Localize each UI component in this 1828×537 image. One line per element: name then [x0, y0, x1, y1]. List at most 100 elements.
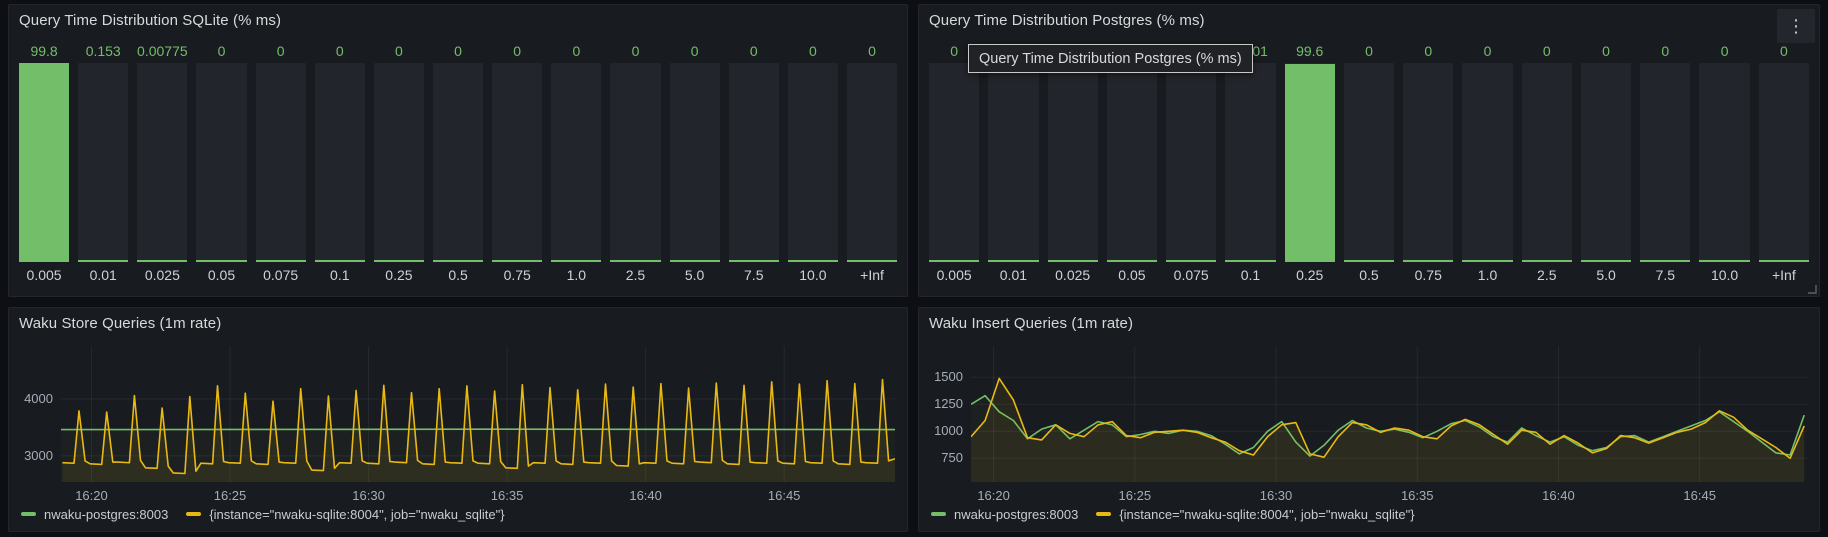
bar-fill	[551, 260, 602, 262]
bucket-label: 0.5	[1359, 267, 1379, 283]
bar-fill	[669, 260, 720, 262]
panel-title[interactable]: Query Time Distribution SQLite (% ms)	[19, 11, 282, 29]
bucket-label: 0.25	[385, 267, 413, 283]
bar-track	[19, 63, 70, 262]
legend-item[interactable]: nwaku-postgres:8003	[931, 507, 1078, 522]
bar-track	[1462, 63, 1513, 262]
x-axis-tick-label: 16:45	[1683, 488, 1716, 503]
histogram-column-5.0: 0 5.0	[1580, 39, 1632, 288]
bucket-label: 0.005	[936, 267, 972, 283]
panel-waku-insert-queries: Waku Insert Queries (1m rate) 750 1000 125…	[918, 307, 1820, 532]
bar-fill	[492, 260, 543, 262]
bar-fill	[373, 260, 424, 262]
panel-title[interactable]: Waku Store Queries (1m rate)	[19, 314, 222, 332]
bucket-label: 1.0	[566, 267, 587, 283]
panel-query-time-sqlite: Query Time Distribution SQLite (% ms) 99…	[8, 4, 908, 297]
histogram-column-0.75: 0 0.75	[492, 39, 543, 288]
bucket-label: +Inf	[1771, 267, 1796, 283]
bar-fill	[1640, 260, 1691, 262]
histogram-column-+Inf: 0 +Inf	[1758, 39, 1809, 288]
x-axis-tick-label: 16:45	[767, 488, 801, 503]
panel-header: Waku Insert Queries (1m rate)	[919, 308, 1819, 338]
kebab-menu-icon: ⋮	[1787, 16, 1805, 36]
bar-fill	[314, 260, 365, 262]
y-axis-tick-label: 750	[941, 450, 963, 466]
histogram-column-7.5: 0 7.5	[1640, 39, 1691, 288]
bar-track	[1521, 63, 1572, 262]
bar-value-label: 0	[395, 43, 403, 59]
panel-header: Query Time Distribution SQLite (% ms)	[9, 5, 907, 35]
panel-title[interactable]: Waku Insert Queries (1m rate)	[929, 314, 1134, 332]
bar-fill	[929, 260, 980, 262]
bar-value-label: 99.8	[30, 43, 58, 59]
x-axis-tick-label: 16:25	[1118, 488, 1152, 503]
bar-track	[1403, 63, 1454, 262]
panel-menu-button[interactable]: ⋮	[1777, 9, 1815, 43]
timeseries-plot[interactable]	[971, 346, 1807, 482]
bar-track	[728, 63, 779, 262]
bar-value-label: 0	[1424, 43, 1433, 59]
bar-track	[610, 63, 661, 262]
panel-header: Waku Store Queries (1m rate)	[9, 308, 907, 338]
histogram-column-0.1: 0.4010.1	[1225, 39, 1276, 288]
histogram-column-0.5: 0 0.5	[1343, 39, 1395, 288]
legend-item[interactable]: {instance="nwaku-sqlite:8004", job="nwak…	[186, 507, 505, 522]
bar-fill	[1047, 260, 1098, 262]
resize-handle-icon[interactable]	[1807, 284, 1817, 294]
histogram-column-0.05: 00.05	[1106, 39, 1158, 288]
legend: nwaku-postgres:8003 {instance="nwaku-sqli…	[931, 502, 1811, 526]
bar-fill	[1106, 260, 1158, 262]
bar-fill	[1462, 260, 1513, 262]
bar-value-label: 0	[217, 43, 226, 59]
bucket-label: 0.75	[1414, 267, 1442, 283]
bar-track	[1758, 63, 1809, 262]
bucket-label: 0.025	[144, 267, 180, 283]
bar-value-label: 0.153	[85, 43, 121, 59]
bucket-label: 0.1	[330, 267, 350, 283]
bar-value-label: 0	[749, 43, 758, 59]
panel-title[interactable]: Query Time Distribution Postgres (% ms)	[929, 11, 1205, 29]
panel-waku-store-queries: Waku Store Queries (1m rate) 3000 4000 16:…	[8, 307, 908, 532]
series-line	[62, 378, 895, 475]
legend-series-swatch	[931, 512, 946, 516]
bucket-label: 0.075	[263, 267, 299, 283]
legend-series-swatch	[186, 512, 202, 516]
bar-fill	[1284, 63, 1335, 262]
legend-item[interactable]: nwaku-postgres:8003	[21, 507, 168, 522]
histogram-column-0.025: 0.00775 0.025	[137, 39, 188, 288]
bar-value-label: 0	[631, 43, 640, 59]
bucket-label: 7.5	[744, 267, 764, 283]
bar-track	[1047, 63, 1098, 262]
histogram-column-10.0: 0 10.0	[787, 39, 838, 288]
bar-fill	[1225, 260, 1276, 262]
legend-item[interactable]: {instance="nwaku-sqlite:8004", job="nwak…	[1096, 507, 1415, 522]
bar-value-label: 0	[335, 43, 344, 59]
histogram-column-0.075: 00.075	[1166, 39, 1217, 288]
bucket-label: 0.01	[89, 267, 117, 283]
x-axis-tick-label: 16:30	[352, 488, 385, 503]
bar-track	[255, 63, 306, 262]
bar-fill	[728, 260, 779, 262]
bar-value-label: 0	[454, 43, 462, 59]
y-axis-tick-label: 3000	[24, 447, 53, 463]
bar-gauge-sqlite: 99.8 0.005 0.153 0.01 0.00775 0.025 0 0.05 0 0.07…	[17, 39, 899, 288]
timeseries-plot[interactable]	[61, 346, 895, 482]
bar-track	[492, 63, 543, 262]
bar-value-label: 0.00775	[137, 43, 188, 59]
bar-track	[78, 63, 129, 262]
bar-track	[432, 63, 484, 262]
bucket-label: 5.0	[1596, 267, 1616, 283]
bucket-label: 1.0	[1477, 267, 1498, 283]
x-axis-tick-label: 16:35	[490, 488, 524, 503]
bucket-label: 5.0	[684, 267, 705, 283]
histogram-column-+Inf: 0 +Inf	[846, 39, 898, 288]
bar-value-label: 0	[1779, 43, 1788, 59]
bar-value-label: 0	[1720, 43, 1729, 59]
bar-track	[551, 63, 602, 262]
bar-fill	[846, 260, 898, 262]
legend-series-label: nwaku-postgres:8003	[44, 506, 169, 522]
x-axis-tick-label: 16:25	[213, 488, 247, 503]
histogram-column-7.5: 0 7.5	[728, 39, 779, 288]
